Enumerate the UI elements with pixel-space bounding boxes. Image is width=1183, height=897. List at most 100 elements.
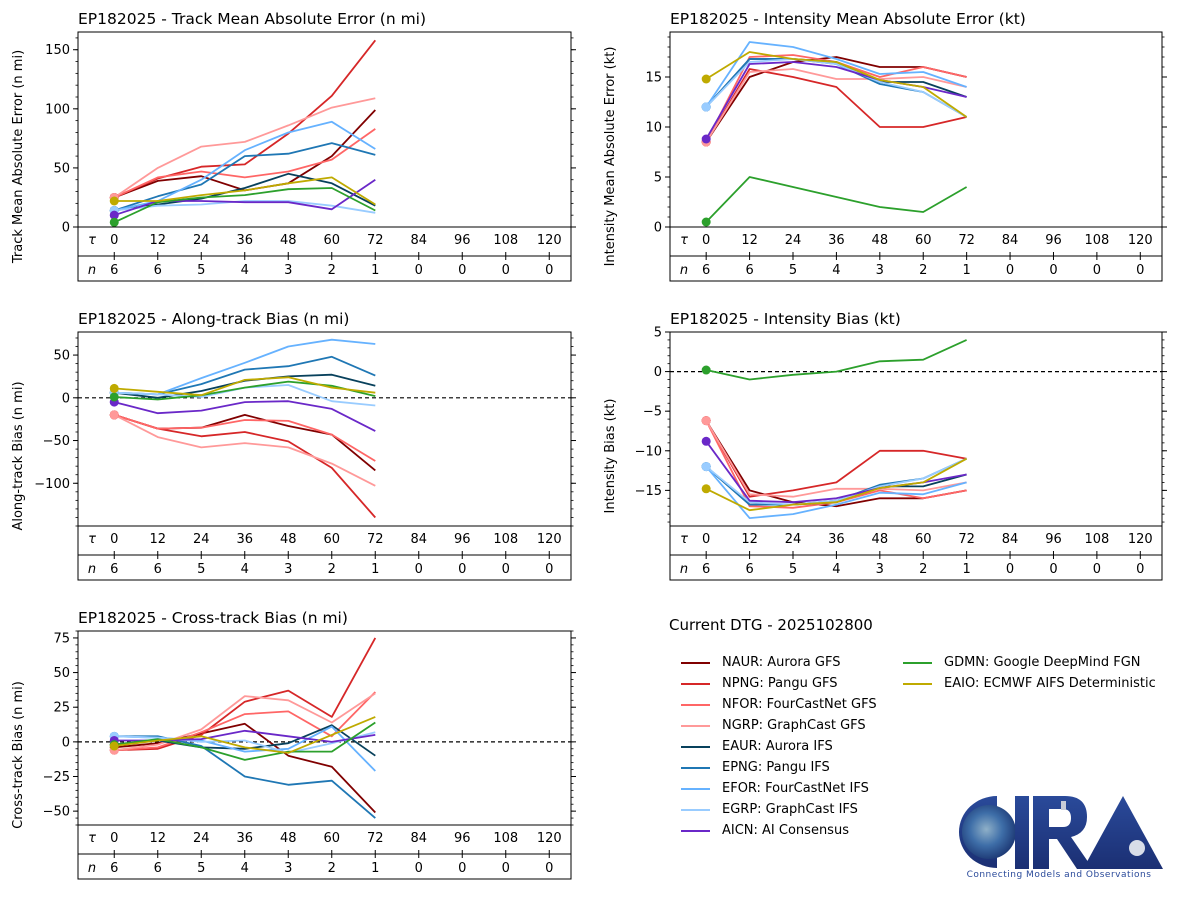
series-marker-eaio <box>701 74 711 84</box>
y-axis-label: Cross-track Bias (n mi) <box>11 681 26 829</box>
legend-label: EPNG: Pangu IFS <box>722 760 830 775</box>
plot-frame <box>669 31 1163 282</box>
legend-label: EGRP: GraphCast IFS <box>722 802 858 817</box>
legend-swatch <box>681 724 710 727</box>
x-tick-label: 120 <box>1128 233 1153 248</box>
legend-swatch <box>681 766 710 769</box>
sample-count: 0 <box>1006 263 1014 278</box>
series-marker-eaio <box>109 383 119 393</box>
y-tick-label: 10 <box>645 121 662 136</box>
cira-logo: Connecting Models and Observations <box>958 796 1163 879</box>
series-line-npng <box>705 420 967 498</box>
sample-count: 0 <box>415 263 423 278</box>
legend-label: NGRP: GraphCast GFS <box>722 718 866 733</box>
sample-count: 6 <box>110 861 118 876</box>
satellite-icon <box>1061 801 1066 810</box>
series-marker-ngrp <box>701 416 711 426</box>
sample-count: 0 <box>545 562 553 577</box>
chart-title: EP182025 - Intensity Bias (kt) <box>670 310 901 328</box>
legend-swatch <box>681 829 710 832</box>
sample-count: 6 <box>702 263 710 278</box>
series-line-nfor <box>705 54 967 143</box>
y-tick-label: −50 <box>43 434 70 449</box>
legend-item-epng: EPNG: Pangu IFS <box>681 757 877 778</box>
x-tick-label: 72 <box>367 831 384 846</box>
sample-count: 5 <box>197 263 205 278</box>
series-line-eaio <box>114 716 376 754</box>
x-tick-label: 120 <box>1128 532 1153 547</box>
sample-count: 4 <box>241 263 249 278</box>
x-tick-label: 108 <box>493 831 518 846</box>
x-tick-label: 96 <box>454 831 471 846</box>
sample-count: 4 <box>241 562 249 577</box>
legend-swatch <box>903 682 932 685</box>
series-marker-eaio <box>109 196 119 206</box>
y-axis-label: Intensity Bias (kt) <box>603 399 618 514</box>
series-line-eaio <box>705 51 968 118</box>
legend-item-ngrp: NGRP: GraphCast GFS <box>681 715 877 736</box>
x-tick-label: 120 <box>537 532 562 547</box>
plot-frame <box>77 31 572 282</box>
logo-letter-a <box>1083 796 1163 869</box>
sample-count: 1 <box>371 263 379 278</box>
sample-count: 6 <box>154 562 162 577</box>
sample-count: 3 <box>284 263 292 278</box>
legend-swatch <box>681 703 710 706</box>
series-marker-eaio <box>109 741 119 751</box>
x-tick-label: 24 <box>785 532 802 547</box>
series-line-gdmn <box>113 187 376 224</box>
x-tick-label: 36 <box>828 233 845 248</box>
y-tick-label: 0 <box>62 735 70 750</box>
x-tick-label: 96 <box>1045 532 1062 547</box>
legend-label: EAIO: ECMWF AIFS Deterministic <box>944 676 1156 691</box>
series-line-gdmn <box>114 721 376 761</box>
x-tick-label: 84 <box>1002 532 1019 547</box>
series-marker-eaio <box>701 484 711 494</box>
y-tick-label: −100 <box>34 477 70 492</box>
sample-count: 5 <box>197 861 205 876</box>
sample-count: 3 <box>284 562 292 577</box>
legend-column-1: NAUR: Aurora GFS NPNG: Pangu GFS NFOR: Fou… <box>681 652 877 841</box>
sample-count: 0 <box>458 861 466 876</box>
y-tick-label: −5 <box>643 405 662 420</box>
series-line-efor <box>705 41 967 108</box>
chart-title: EP182025 - Intensity Mean Absolute Error… <box>670 10 1026 28</box>
x-tick-label: 12 <box>149 831 166 846</box>
sample-count: 0 <box>1049 263 1057 278</box>
chart-intensity-bias: EP182025 - Intensity Bias (kt) Intensity … <box>603 310 1167 581</box>
x-tick-label: 72 <box>958 233 975 248</box>
y-tick-label: 100 <box>45 102 70 117</box>
x-tick-label: 12 <box>741 233 758 248</box>
chart-title: EP182025 - Along-track Bias (n mi) <box>78 310 349 328</box>
series-line-gdmn <box>114 380 376 401</box>
x-tick-label: 60 <box>323 831 340 846</box>
series-line-naur <box>113 109 376 199</box>
legend-swatch <box>681 787 710 790</box>
series-line-eaio <box>114 176 376 206</box>
sample-count: 6 <box>702 562 710 577</box>
y-tick-label: 50 <box>53 666 70 681</box>
sample-count: 0 <box>415 562 423 577</box>
logo-letter-i <box>1015 796 1029 869</box>
x-tick-label: 0 <box>110 831 118 846</box>
series-marker-aicn <box>701 436 711 446</box>
x-tick-label: 84 <box>410 233 427 248</box>
n-row-label: n <box>680 263 688 278</box>
legend-label: GDMN: Google DeepMind FGN <box>944 655 1141 670</box>
sample-count: 6 <box>154 263 162 278</box>
legend-swatch <box>681 745 710 748</box>
series-marker-ngrp <box>109 410 119 420</box>
x-tick-label: 48 <box>872 532 889 547</box>
sample-count: 2 <box>328 263 336 278</box>
y-tick-label: −15 <box>635 484 662 499</box>
series-line-gdmn <box>706 339 967 381</box>
y-tick-label: −50 <box>43 805 70 820</box>
sample-count: 0 <box>545 861 553 876</box>
series-line-ngrp <box>113 97 376 199</box>
x-tick-label: 36 <box>828 532 845 547</box>
legend-item-aicn: AICN: AI Consensus <box>681 820 877 841</box>
sample-count: 1 <box>963 562 971 577</box>
x-tick-label: 60 <box>323 233 340 248</box>
logo-letter-c <box>958 796 997 868</box>
